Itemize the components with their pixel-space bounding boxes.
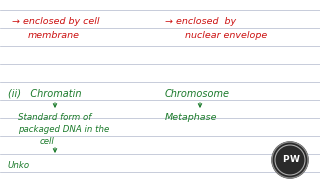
Text: Unko: Unko — [8, 161, 30, 170]
Text: nuclear envelope: nuclear envelope — [185, 31, 267, 40]
Circle shape — [272, 142, 308, 178]
Text: W: W — [290, 154, 300, 163]
Text: → enclosed by cell: → enclosed by cell — [12, 17, 100, 26]
Text: Standard form of: Standard form of — [18, 114, 91, 123]
Text: packaged DNA in the: packaged DNA in the — [18, 125, 109, 134]
Text: Chromosome: Chromosome — [165, 89, 230, 99]
Text: cell: cell — [40, 138, 55, 147]
Text: P: P — [282, 154, 288, 163]
Text: Metaphase: Metaphase — [165, 114, 218, 123]
Text: (ii)   Chromatin: (ii) Chromatin — [8, 89, 82, 99]
Text: membrane: membrane — [28, 31, 80, 40]
Text: → enclosed  by: → enclosed by — [165, 17, 236, 26]
